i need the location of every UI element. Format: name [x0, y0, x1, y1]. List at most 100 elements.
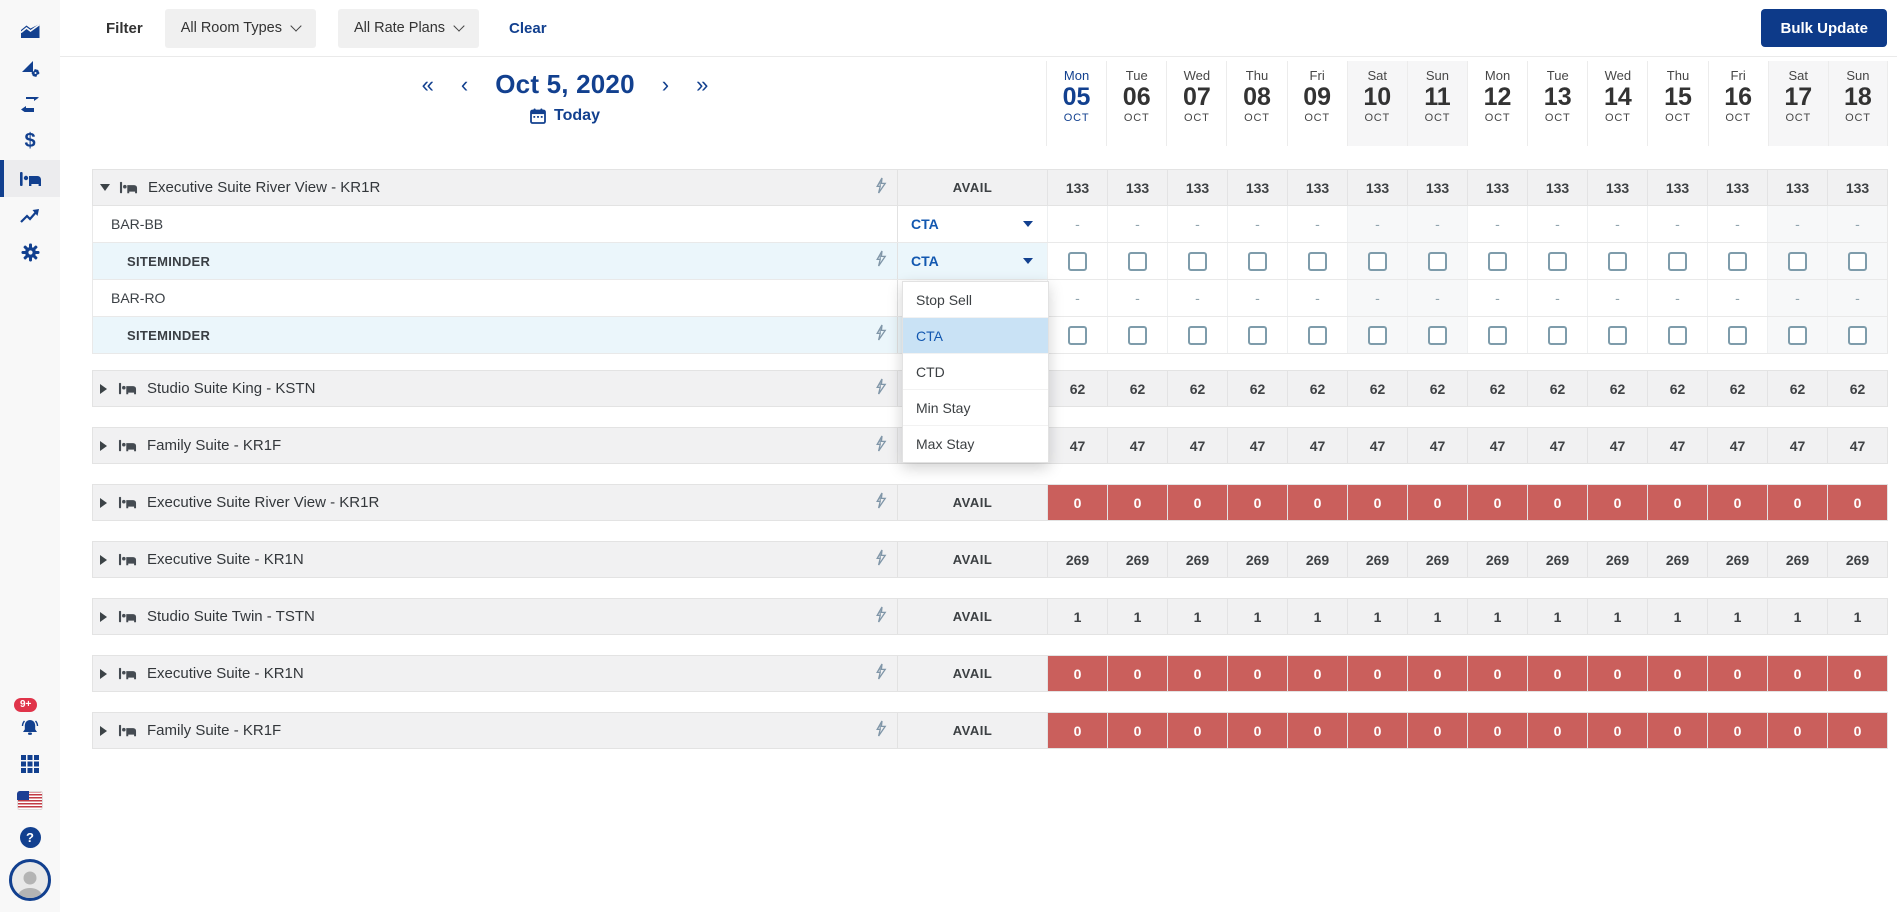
avail-value-cell[interactable]: 133 [1227, 170, 1287, 205]
avail-value-cell[interactable]: 0 [1407, 485, 1467, 520]
value-cell[interactable]: - [1407, 206, 1467, 242]
restriction-select[interactable]: CTA [898, 206, 1047, 242]
date-column-header[interactable]: Sun 11 OCT [1406, 61, 1467, 146]
checkbox-cell[interactable] [1587, 243, 1647, 279]
value-cell[interactable]: - [1827, 280, 1887, 316]
avail-value-cell[interactable]: 62 [1167, 371, 1227, 406]
avail-value-cell[interactable]: 0 [1227, 656, 1287, 691]
avail-value-cell[interactable]: 62 [1287, 371, 1347, 406]
restriction-checkbox[interactable] [1068, 325, 1087, 345]
value-cell[interactable]: - [1347, 206, 1407, 242]
avail-value-cell[interactable]: 0 [1347, 656, 1407, 691]
date-column-header[interactable]: Thu 15 OCT [1647, 61, 1707, 146]
value-cell[interactable]: - [1167, 280, 1227, 316]
dropdown-option[interactable]: Max Stay [903, 426, 1048, 462]
today-button[interactable]: Today [350, 107, 780, 125]
checkbox-cell[interactable] [1827, 317, 1887, 353]
avail-value-cell[interactable]: 0 [1767, 485, 1827, 520]
avail-value-cell[interactable]: 269 [1047, 542, 1107, 577]
collapse-arrow-icon[interactable] [100, 184, 110, 191]
date-column-header[interactable]: Fri 16 OCT [1707, 61, 1768, 146]
expand-arrow-icon[interactable] [100, 554, 107, 565]
avail-value-cell[interactable]: 0 [1587, 485, 1647, 520]
restriction-checkbox[interactable] [1488, 325, 1507, 345]
restriction-checkbox[interactable] [1308, 325, 1327, 345]
restriction-checkbox[interactable] [1368, 251, 1387, 271]
restriction-checkbox[interactable] [1248, 325, 1267, 345]
avail-value-cell[interactable]: 47 [1167, 428, 1227, 463]
language-selector[interactable] [0, 782, 60, 819]
sidebar-item-occupancy[interactable] [0, 12, 60, 49]
avail-value-cell[interactable]: 47 [1407, 428, 1467, 463]
avail-value-cell[interactable]: 0 [1407, 656, 1467, 691]
checkbox-cell[interactable] [1227, 243, 1287, 279]
avail-value-cell[interactable]: 1 [1527, 599, 1587, 634]
restriction-checkbox[interactable] [1428, 325, 1447, 345]
room-type-row[interactable]: Executive Suite - KR1N AVAIL 269 269 269 269 2… [92, 541, 1888, 578]
expand-arrow-icon[interactable] [100, 440, 107, 451]
room-type-row[interactable]: Executive Suite River View - KR1R AVAIL 13… [92, 169, 1888, 206]
date-column-header[interactable]: Tue 13 OCT [1527, 61, 1587, 146]
value-cell[interactable]: - [1047, 280, 1107, 316]
value-cell[interactable]: - [1407, 280, 1467, 316]
avail-value-cell[interactable]: 0 [1647, 713, 1707, 748]
restriction-checkbox[interactable] [1548, 251, 1567, 271]
avail-value-cell[interactable]: 0 [1047, 485, 1107, 520]
room-type-row[interactable]: Executive Suite River View - KR1R AVAIL 0 0… [92, 484, 1888, 521]
value-cell[interactable]: - [1467, 206, 1527, 242]
restriction-checkbox[interactable] [1548, 325, 1567, 345]
rate-plans-dropdown[interactable]: All Rate Plans [337, 8, 480, 48]
avail-value-cell[interactable]: 133 [1767, 170, 1827, 205]
value-cell[interactable]: - [1047, 206, 1107, 242]
avail-value-cell[interactable]: 0 [1467, 713, 1527, 748]
avail-value-cell[interactable]: 47 [1587, 428, 1647, 463]
prev-day-button[interactable]: ‹ [460, 71, 469, 97]
avail-value-cell[interactable]: 0 [1047, 656, 1107, 691]
avail-value-cell[interactable]: 0 [1047, 713, 1107, 748]
avail-value-cell[interactable]: 62 [1827, 371, 1887, 406]
checkbox-cell[interactable] [1407, 317, 1467, 353]
avail-value-cell[interactable]: 0 [1287, 713, 1347, 748]
avail-value-cell[interactable]: 47 [1287, 428, 1347, 463]
avail-value-cell[interactable]: 133 [1467, 170, 1527, 205]
restriction-checkbox[interactable] [1668, 325, 1687, 345]
checkbox-cell[interactable] [1347, 243, 1407, 279]
avail-value-cell[interactable]: 47 [1227, 428, 1287, 463]
avail-value-cell[interactable]: 269 [1767, 542, 1827, 577]
sidebar-item-sync[interactable] [0, 86, 60, 123]
avail-value-cell[interactable]: 47 [1347, 428, 1407, 463]
avail-value-cell[interactable]: 0 [1587, 713, 1647, 748]
avail-value-cell[interactable]: 1 [1827, 599, 1887, 634]
value-cell[interactable]: - [1167, 206, 1227, 242]
room-type-row[interactable]: Studio Suite Twin - TSTN AVAIL 1 1 1 1 1 1 1 1 1 1 1… [92, 598, 1888, 635]
avail-value-cell[interactable]: 0 [1527, 713, 1587, 748]
value-cell[interactable]: - [1527, 206, 1587, 242]
checkbox-cell[interactable] [1707, 317, 1767, 353]
avail-value-cell[interactable]: 0 [1227, 485, 1287, 520]
avail-value-cell[interactable]: 269 [1827, 542, 1887, 577]
dropdown-option[interactable]: Stop Sell [903, 282, 1048, 318]
avail-value-cell[interactable]: 1 [1647, 599, 1707, 634]
avail-value-cell[interactable]: 1 [1167, 599, 1227, 634]
current-date[interactable]: Oct 5, 2020 [495, 69, 635, 99]
avail-value-cell[interactable]: 269 [1587, 542, 1647, 577]
avail-value-cell[interactable]: 47 [1527, 428, 1587, 463]
avail-value-cell[interactable]: 133 [1347, 170, 1407, 205]
expand-arrow-icon[interactable] [100, 725, 107, 736]
restriction-checkbox[interactable] [1068, 251, 1087, 271]
avail-value-cell[interactable]: 133 [1047, 170, 1107, 205]
avail-value-cell[interactable]: 1 [1467, 599, 1527, 634]
avail-value-cell[interactable]: 0 [1107, 485, 1167, 520]
avail-value-cell[interactable]: 269 [1347, 542, 1407, 577]
avail-value-cell[interactable]: 133 [1707, 170, 1767, 205]
checkbox-cell[interactable] [1167, 243, 1227, 279]
date-column-header[interactable]: Thu 08 OCT [1226, 61, 1286, 146]
avail-value-cell[interactable]: 62 [1347, 371, 1407, 406]
avail-value-cell[interactable]: 269 [1467, 542, 1527, 577]
notifications-button[interactable]: 9+ [0, 698, 60, 745]
avail-value-cell[interactable]: 0 [1647, 656, 1707, 691]
avail-value-cell[interactable]: 0 [1347, 713, 1407, 748]
value-cell[interactable]: - [1707, 280, 1767, 316]
restriction-checkbox[interactable] [1188, 325, 1207, 345]
avail-value-cell[interactable]: 133 [1827, 170, 1887, 205]
